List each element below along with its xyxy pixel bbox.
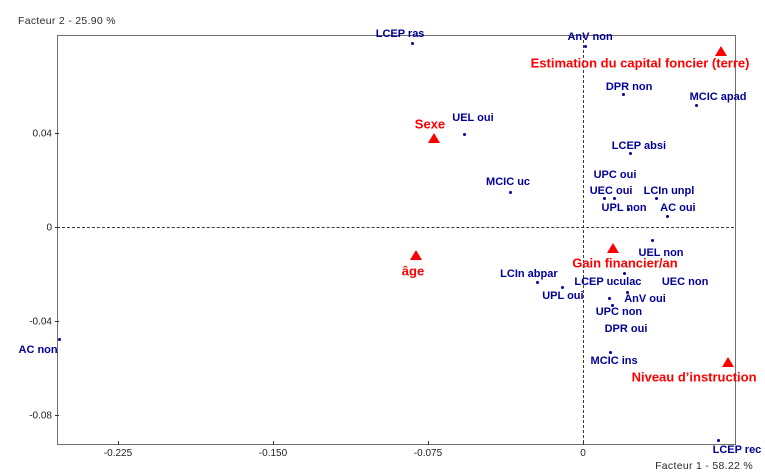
- x-tick-label: -0.075: [413, 448, 443, 459]
- y-tick-label: 0: [46, 222, 52, 234]
- variable-label: Gain financier/an: [572, 255, 678, 271]
- point-label: UPL oui: [542, 289, 584, 302]
- point-dot: [613, 197, 616, 201]
- point-label: LCIn abpar: [500, 267, 558, 280]
- point-label: LCIn unpl: [643, 185, 695, 198]
- x-tick-mark: [427, 441, 429, 445]
- point-label: AC oui: [660, 201, 696, 214]
- point-label: UPC oui: [593, 169, 637, 182]
- variable-triangle-marker: [715, 45, 728, 56]
- point-dot: [622, 92, 626, 96]
- point-label: UEC non: [661, 275, 709, 288]
- point-dot: [462, 132, 466, 136]
- point-label: UEC oui: [589, 185, 633, 198]
- point-dot: [654, 197, 658, 201]
- point-label: AnV oui: [624, 293, 666, 306]
- point-label: AC non: [18, 344, 58, 357]
- point-dot: [603, 197, 607, 201]
- variable-label: âge: [401, 263, 425, 279]
- point-label: UEL non: [638, 246, 684, 259]
- point-dot: [560, 285, 564, 289]
- point-dot: [628, 151, 632, 155]
- point-label: UEL oui: [452, 111, 494, 124]
- point-label: LCEP uculac: [574, 276, 642, 289]
- zero-vertical-dashed-line: [583, 35, 584, 443]
- point-dot: [509, 190, 513, 194]
- point-dot: [627, 207, 631, 211]
- point-dot: [626, 291, 630, 295]
- plot-area-border: [57, 35, 736, 445]
- point-dot: [651, 238, 655, 242]
- variable-label: Estimation du capital foncier (terre): [530, 55, 750, 71]
- point-label: MCIC apad: [689, 91, 747, 104]
- point-label: DPR non: [605, 80, 653, 93]
- point-label: UPL non: [601, 201, 647, 214]
- y-tick-label: -0.04: [29, 316, 52, 328]
- x-axis-title: Facteur 1 - 58.22 %: [655, 460, 753, 472]
- y-axis-title: Facteur 2 - 25.90 %: [18, 15, 116, 27]
- y-tick-mark: [55, 415, 59, 416]
- y-tick-mark: [55, 227, 59, 228]
- y-tick-label: 0.04: [32, 128, 52, 140]
- zero-horizontal-dashed-line: [57, 227, 734, 228]
- point-label: LCEP absi: [611, 139, 667, 152]
- y-tick-mark: [55, 321, 59, 322]
- variable-triangle-marker: [410, 249, 422, 260]
- point-dot: [608, 296, 612, 300]
- point-dot: [622, 272, 626, 276]
- y-tick-mark: [55, 133, 59, 134]
- point-label: DPR oui: [604, 322, 648, 335]
- point-dot: [58, 338, 62, 342]
- point-label: LCEP ras: [375, 27, 425, 40]
- variable-triangle-marker: [722, 356, 735, 367]
- point-label: AnV non: [567, 31, 613, 44]
- variable-triangle-marker: [606, 242, 619, 253]
- point-dot: [584, 45, 588, 49]
- point-dot: [665, 214, 669, 218]
- variable-label: Niveau d’instruction: [631, 369, 757, 385]
- point-dot: [610, 304, 614, 308]
- x-tick-mark: [117, 441, 119, 445]
- point-dot: [609, 351, 613, 355]
- point-label: LCEP rec: [712, 443, 762, 456]
- variable-triangle-marker: [427, 132, 440, 143]
- x-tick-mark: [272, 441, 274, 445]
- variable-label: Sexe: [414, 116, 446, 132]
- x-tick-label: -0.225: [103, 448, 133, 459]
- point-label: UPC non: [595, 306, 643, 319]
- point-label: MCIC ins: [590, 355, 638, 368]
- point-dot: [716, 438, 720, 442]
- x-tick-label: -0.150: [258, 448, 288, 459]
- y-tick-label: -0.08: [29, 410, 52, 422]
- x-tick-mark: [583, 441, 584, 445]
- x-tick-label: 0: [580, 448, 586, 459]
- point-label: MCIC uc: [486, 175, 531, 188]
- point-dot: [411, 41, 415, 45]
- point-dot: [695, 104, 699, 108]
- point-dot: [535, 280, 539, 284]
